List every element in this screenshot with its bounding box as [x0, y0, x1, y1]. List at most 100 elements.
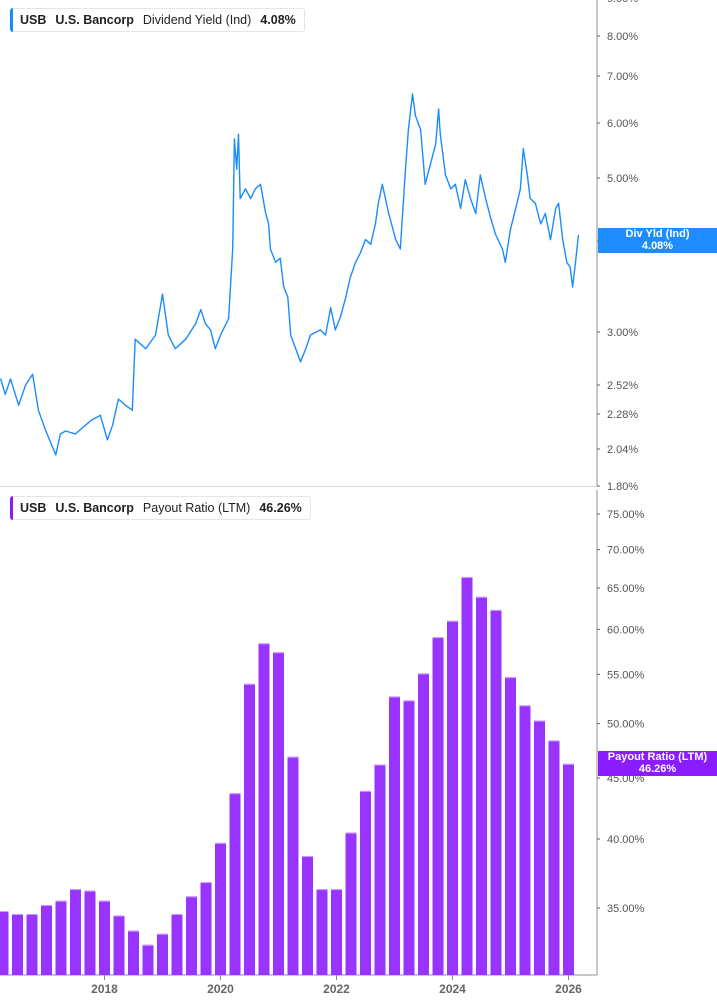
payout-bar	[505, 677, 516, 975]
payout-bar-cap	[55, 900, 67, 902]
payout-bar	[345, 832, 357, 975]
yield-point	[407, 129, 410, 131]
payout-bar-cap	[389, 696, 400, 698]
y-tick-label: 55.00%	[607, 669, 645, 681]
x-tick-label: 2018	[91, 982, 118, 996]
yield-point	[283, 286, 285, 288]
payout-bar	[200, 882, 212, 975]
yield-point	[370, 243, 372, 245]
yield-point	[549, 238, 552, 241]
yield-point	[194, 323, 197, 325]
yield-legend: USB U.S. Bancorp Dividend Yield (Ind) 4.…	[10, 8, 305, 32]
payout-bar-cap	[563, 763, 574, 765]
payout-bar	[229, 793, 241, 975]
payout-bar-cap	[12, 913, 23, 915]
y-tick-label: 60.00%	[607, 624, 645, 636]
x-tick-label: 2026	[555, 982, 582, 996]
y-tick-label: 6.00%	[607, 118, 638, 130]
yield-point	[388, 212, 390, 215]
payout-bar-cap	[476, 596, 487, 598]
payout-bar	[331, 889, 342, 975]
payout-bar-cap	[26, 913, 38, 915]
yield-point	[529, 197, 531, 200]
yield-point	[526, 174, 528, 176]
yield-point	[558, 202, 560, 204]
yield-point	[244, 188, 247, 190]
yield-point	[44, 428, 46, 431]
yield-point	[25, 384, 27, 386]
yield-point	[134, 338, 136, 340]
payout-bar	[157, 933, 168, 975]
payout-bar-cap	[99, 900, 110, 902]
yield-point	[269, 248, 271, 250]
payout-bar	[244, 683, 255, 975]
series-color-marker	[10, 496, 13, 520]
yield-point	[540, 223, 542, 225]
yield-point	[214, 348, 216, 350]
legend-value: 4.08%	[260, 13, 296, 27]
yield-point	[437, 108, 440, 110]
y-tick-label: 7.00%	[607, 71, 638, 83]
payout-bar-cap	[258, 643, 270, 645]
payout-bar-cap	[229, 793, 241, 795]
legend-ticker: USB	[20, 501, 47, 515]
payout-bar	[476, 596, 487, 975]
yield-point	[519, 188, 521, 190]
yield-point	[254, 188, 256, 190]
yield-point	[0, 378, 2, 380]
yield-point	[571, 286, 574, 288]
payout-bar	[490, 609, 502, 975]
payout-bar	[258, 643, 270, 975]
yield-point	[404, 168, 407, 170]
yield-point	[414, 114, 416, 117]
y-tick-label: 8.00%	[607, 31, 638, 43]
payout-bar-cap	[200, 882, 212, 884]
yield-point	[475, 212, 477, 215]
payout-bar	[113, 915, 125, 975]
legend-ticker: USB	[20, 13, 47, 27]
yield-point	[185, 338, 187, 340]
yield-point	[566, 261, 568, 263]
yield-point	[305, 348, 307, 350]
legend-company: U.S. Bancorp	[55, 501, 134, 515]
payout-bar-cap	[287, 756, 299, 758]
payout-bar-cap	[432, 637, 444, 639]
payout-bar-cap	[128, 930, 139, 932]
yield-point	[99, 414, 102, 416]
payout-bar-cap	[418, 673, 429, 675]
payout-bar-cap	[302, 856, 313, 858]
payout-bar	[316, 889, 328, 975]
yield-point	[515, 207, 517, 209]
yield-point	[279, 257, 281, 259]
yield-point	[55, 454, 57, 456]
payout-bar	[0, 910, 9, 975]
payout-bar-cap	[534, 720, 545, 722]
payout-bar-cap	[84, 890, 96, 892]
yield-point	[377, 202, 379, 204]
yield-point	[210, 329, 212, 331]
yield-point	[236, 168, 238, 170]
yield-point	[106, 439, 108, 441]
yield-point	[464, 179, 466, 181]
payout-bar-cap	[171, 913, 183, 915]
yield-point	[275, 261, 277, 263]
yield-point	[444, 174, 447, 176]
series-color-marker	[10, 8, 13, 32]
yield-point	[65, 430, 67, 432]
yield-point	[37, 409, 39, 411]
payout-bar-cap	[505, 677, 516, 679]
payout-legend: USB U.S. Bancorp Payout Ratio (LTM) 46.2…	[10, 496, 311, 520]
yield-point	[324, 334, 327, 336]
payout-bar-cap	[403, 700, 415, 702]
payout-bar-cap	[215, 842, 226, 844]
yield-point	[364, 238, 367, 241]
yield-point	[435, 143, 437, 145]
yield-point	[319, 329, 321, 331]
x-tick-label: 2022	[323, 982, 350, 996]
payout-bar	[142, 944, 154, 975]
yield-point	[259, 183, 262, 185]
payout-bar	[403, 700, 415, 975]
yield-point	[250, 197, 252, 200]
yield-point	[469, 197, 472, 200]
